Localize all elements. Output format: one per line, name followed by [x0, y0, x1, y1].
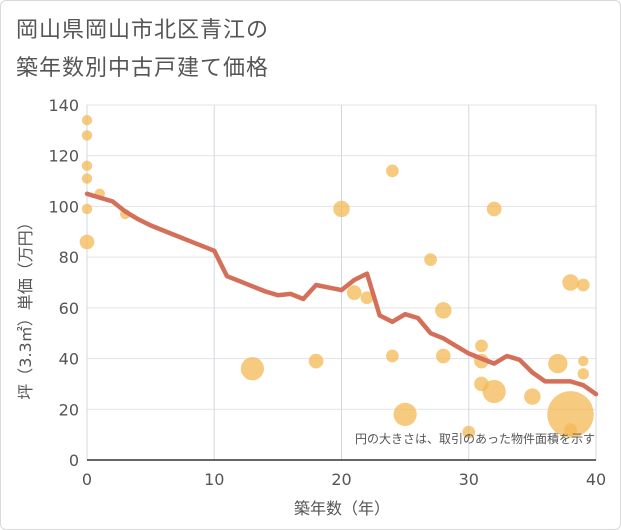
data-bubble — [360, 291, 374, 305]
data-bubble — [577, 368, 589, 380]
x-tick-label: 20 — [331, 470, 351, 489]
y-tick-label: 60 — [59, 299, 79, 318]
data-bubble — [424, 253, 437, 267]
data-bubble — [333, 200, 350, 218]
data-bubble — [435, 348, 451, 364]
data-bubble — [564, 423, 577, 436]
y-tick-label: 20 — [59, 400, 79, 419]
chart-title-line-2: 築年数別中古戸建て価格 — [16, 56, 270, 81]
data-bubble — [548, 353, 568, 374]
data-bubble — [81, 130, 93, 141]
y-tick-label: 140 — [48, 96, 79, 115]
x-tick-label: 40 — [586, 470, 606, 489]
data-bubble — [578, 355, 589, 367]
data-bubble — [81, 160, 93, 172]
y-tick-label: 120 — [48, 147, 79, 166]
chart-title: 岡山県岡山市北区青江の 築年数別中古戸建て価格 — [16, 12, 576, 88]
y-tick-label: 0 — [69, 451, 79, 470]
bubble-series — [79, 115, 594, 439]
axes: 0 20 40 60 80 100 120 140 0 10 20 30 40 — [48, 96, 606, 489]
data-bubble — [482, 379, 506, 404]
data-bubble — [81, 115, 93, 126]
x-tick-label: 30 — [459, 470, 479, 489]
data-bubble — [386, 164, 399, 178]
data-bubble — [386, 349, 399, 363]
data-bubble — [486, 201, 502, 217]
data-bubble — [81, 203, 93, 215]
data-bubble — [462, 425, 476, 439]
data-bubble — [562, 274, 579, 291]
x-tick-label: 10 — [204, 470, 224, 489]
y-tick-label: 100 — [48, 197, 79, 216]
data-bubble — [308, 353, 324, 369]
y-axis-label: 坪（3.3㎡）単価（万円） — [16, 214, 35, 399]
bubble-size-note: 円の大きさは、取引のあった物件面積を示す — [355, 431, 595, 446]
average-line-series — [84, 191, 599, 397]
chart-title-line-1: 岡山県岡山市北区青江の — [16, 18, 270, 43]
data-bubble — [79, 234, 95, 250]
x-tick-label: 0 — [82, 470, 92, 489]
data-bubble — [576, 278, 590, 292]
data-bubble — [475, 339, 488, 353]
data-bubble — [435, 302, 452, 319]
data-bubble — [81, 173, 93, 184]
data-bubble — [547, 391, 594, 438]
data-bubble — [240, 357, 265, 381]
x-axis-label: 築年数（年） — [294, 499, 390, 518]
grid-lines — [86, 104, 597, 461]
y-tick-label: 40 — [59, 350, 79, 369]
y-tick-label: 80 — [59, 248, 79, 267]
data-bubble — [393, 402, 417, 426]
data-bubble — [524, 388, 541, 405]
data-bubble — [346, 285, 362, 300]
average-price-line — [84, 191, 599, 397]
